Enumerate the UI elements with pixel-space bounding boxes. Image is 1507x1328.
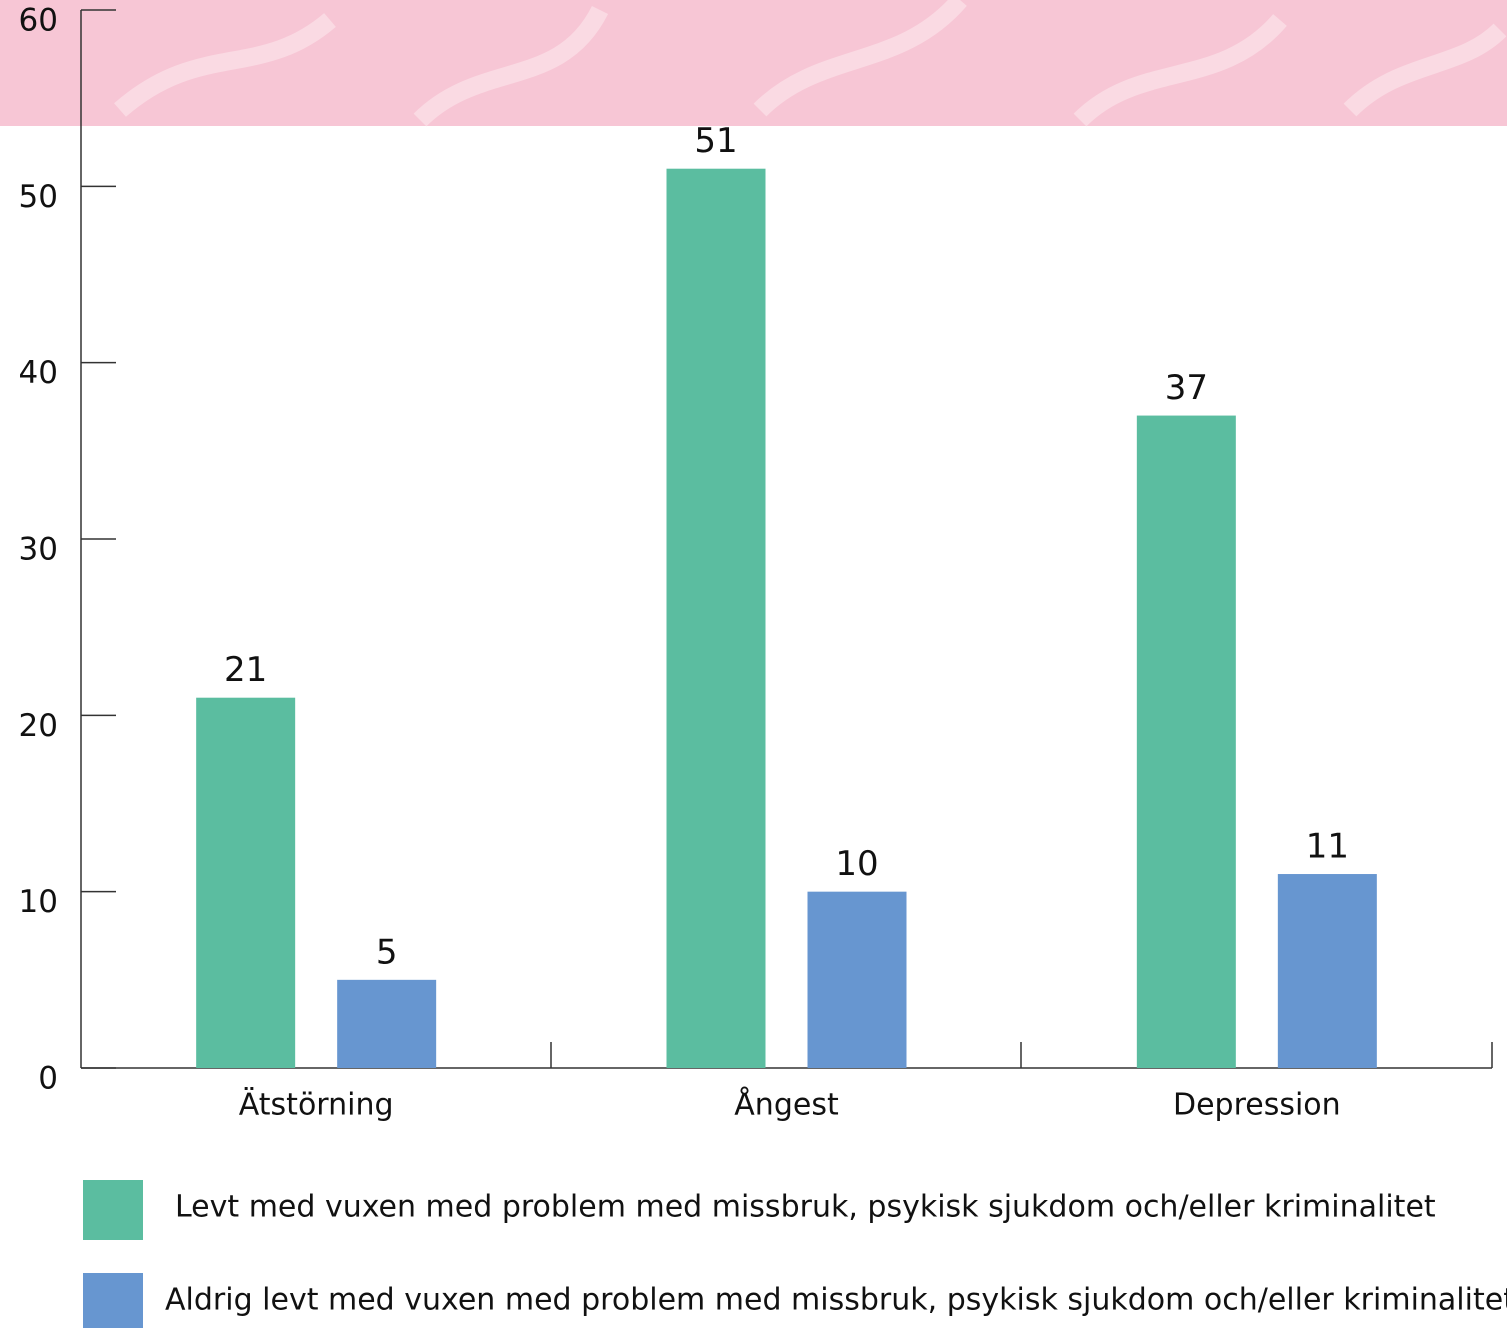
y-tick-label: 10 <box>19 884 58 920</box>
value-label: 51 <box>694 121 737 161</box>
legend-swatch <box>83 1273 143 1328</box>
y-tick-label: 20 <box>19 708 58 744</box>
value-label: 37 <box>1165 368 1208 408</box>
bar <box>1278 874 1377 1068</box>
value-label: 10 <box>835 844 878 884</box>
bar <box>196 698 295 1068</box>
y-tick-label: 60 <box>19 3 58 39</box>
bar <box>808 892 907 1068</box>
legend-swatch <box>83 1180 143 1240</box>
page: {"chart_data": {"type": "bar", "categori… <box>0 0 1507 1328</box>
value-label: 21 <box>224 650 267 690</box>
value-label: 5 <box>376 932 398 972</box>
x-tick-label: Ätstörning <box>239 1087 394 1123</box>
y-tick-label: 40 <box>19 355 58 391</box>
bar <box>1137 416 1236 1068</box>
x-tick-label: Ångest <box>734 1087 839 1123</box>
y-tick-label: 0 <box>38 1061 58 1097</box>
x-tick-label: Depression <box>1173 1088 1341 1123</box>
y-tick-label: 30 <box>19 532 58 568</box>
bar <box>667 169 766 1068</box>
legend-label: Aldrig levt med vuxen med problem med mi… <box>165 1283 1507 1318</box>
bar <box>337 980 436 1068</box>
chart: 0 10 20 30 40 50 60 Ätstörning Ångest Depression 2… <box>0 0 1507 1328</box>
value-label: 11 <box>1306 827 1349 867</box>
legend-label: Levt med vuxen med problem med missbruk,… <box>175 1190 1436 1225</box>
y-tick-label: 50 <box>19 179 58 215</box>
banner <box>0 0 1507 126</box>
